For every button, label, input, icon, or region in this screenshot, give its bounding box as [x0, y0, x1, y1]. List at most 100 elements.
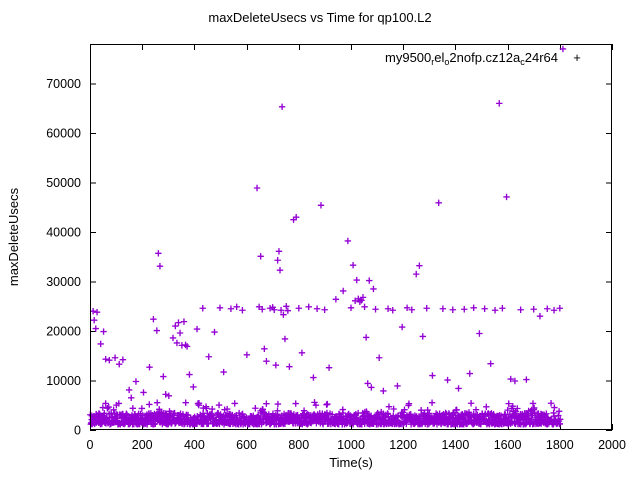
data-point [128, 394, 135, 402]
data-point [423, 305, 430, 312]
data-point [359, 294, 367, 301]
data-point [362, 334, 370, 341]
data-point [551, 404, 558, 411]
data-point [119, 356, 127, 363]
data-point [439, 305, 447, 312]
data-point [165, 392, 173, 400]
data-point [491, 307, 499, 314]
data-point-layer [87, 45, 567, 428]
data-point [483, 403, 490, 411]
data-point [257, 253, 264, 260]
data-point [90, 316, 98, 324]
data-point [146, 401, 153, 408]
data-point [292, 214, 300, 221]
data-point [375, 354, 383, 361]
data-point [339, 409, 347, 417]
data-point [487, 360, 494, 367]
data-point [530, 306, 537, 313]
data-point [97, 340, 104, 348]
data-point [286, 363, 293, 370]
data-point [235, 409, 243, 417]
y-axis-title: maxDeleteUsecs [6, 187, 21, 286]
y-tick-label: 0 [74, 424, 81, 438]
data-point [461, 306, 468, 313]
data-point [125, 386, 133, 394]
data-point [557, 416, 564, 423]
data-point [173, 339, 181, 347]
data-point [317, 202, 325, 209]
data-point [280, 311, 287, 318]
data-point [277, 307, 285, 314]
data-point [408, 306, 416, 313]
data-point [274, 400, 282, 408]
data-point [281, 335, 289, 343]
data-point [449, 306, 456, 313]
data-point [555, 408, 563, 415]
data-point [509, 403, 516, 410]
data-point [102, 400, 109, 407]
data-point [453, 406, 460, 413]
data-point [511, 377, 519, 385]
plot-frame [90, 44, 612, 430]
chart-title: maxDeleteUsecs vs Time for qp100.L2 [208, 10, 431, 25]
data-point [252, 405, 259, 412]
y-tick-label: 40000 [46, 226, 81, 240]
data-point [99, 404, 107, 411]
data-point [169, 334, 177, 342]
data-point [92, 325, 99, 332]
data-point [429, 372, 436, 379]
data-point [499, 305, 506, 312]
data-point [183, 343, 191, 350]
data-point [233, 303, 240, 310]
data-point [368, 384, 375, 391]
y-tick-label: 60000 [46, 127, 81, 141]
x-axis-title: Time(s) [329, 455, 373, 470]
data-point [550, 307, 558, 314]
data-point [239, 307, 246, 314]
data-point [332, 296, 340, 303]
data-point [132, 378, 140, 385]
data-point [470, 304, 477, 311]
data-point [556, 305, 563, 312]
data-point [559, 45, 567, 53]
x-tick-label: 800 [288, 438, 309, 452]
data-point [259, 306, 266, 313]
x-axis-tick-labels: 0 200 400 600 800 1000 1200 1400 1600 1800 2000 [87, 438, 626, 452]
data-point [205, 353, 212, 360]
data-point [505, 400, 512, 407]
data-point [243, 351, 251, 358]
x-tick-label: 1600 [494, 438, 522, 452]
data-point [444, 376, 451, 384]
data-point [156, 262, 164, 270]
data-point [389, 307, 396, 314]
legend: my9500relo2nofp.cz12ac24r64 + [385, 50, 581, 67]
y-tick-label: 30000 [46, 275, 81, 289]
y-tick-label: 10000 [46, 374, 81, 388]
data-point [305, 303, 312, 310]
data-point [292, 400, 299, 407]
data-point [93, 309, 101, 316]
data-point [160, 373, 167, 380]
y-axis-tick-labels: 0 10000 20000 30000 40000 50000 60000 70000 [46, 77, 81, 437]
data-point [419, 333, 426, 340]
data-point [367, 412, 375, 419]
data-point [413, 270, 420, 278]
data-point [180, 318, 188, 325]
data-point [129, 405, 137, 412]
data-point [272, 361, 280, 369]
data-point [344, 237, 352, 245]
data-point [401, 406, 408, 413]
data-point [384, 305, 392, 312]
data-point [455, 385, 462, 392]
data-point [385, 413, 392, 420]
data-point [416, 262, 423, 269]
y-tick-label: 20000 [46, 325, 81, 339]
data-point [186, 371, 193, 378]
data-point [405, 400, 413, 407]
data-point [154, 399, 161, 406]
data-point [209, 405, 216, 413]
data-point [523, 376, 530, 383]
data-point [467, 400, 475, 407]
